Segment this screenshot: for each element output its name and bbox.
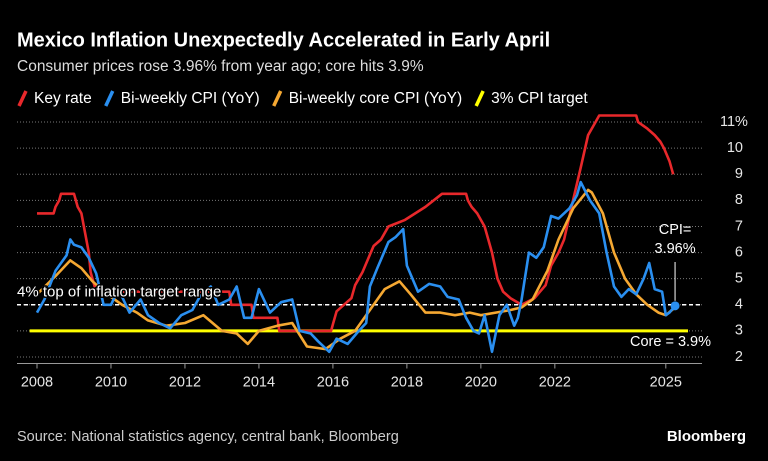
source: Source: National statistics agency, cent… xyxy=(17,429,399,445)
y-tick-label: 2 xyxy=(735,349,743,365)
series-line xyxy=(37,114,675,333)
y-tick-label: 9 xyxy=(735,166,743,182)
annotation: Core = 3.9% xyxy=(630,334,711,350)
y-tick-label: 5 xyxy=(735,270,743,286)
legend-swatch xyxy=(17,90,28,107)
legend-swatch xyxy=(474,90,485,107)
legend-swatch xyxy=(104,90,115,107)
y-tick-label: 8 xyxy=(735,192,743,208)
y-tick-label: 7 xyxy=(735,218,743,234)
y-tick-label: 11% xyxy=(720,114,748,130)
x-tick-label: 2020 xyxy=(465,374,497,390)
y-tick-label: 6 xyxy=(735,244,743,260)
series-line xyxy=(36,188,676,351)
x-tick-label: 2008 xyxy=(21,374,53,390)
reference-label: 4% top of inflation target range xyxy=(17,284,221,301)
y-tick-label: 4 xyxy=(735,297,743,313)
x-tick-label: 2014 xyxy=(243,374,275,390)
legend-label: Bi-weekly core CPI (YoY) xyxy=(289,90,462,107)
legend-label: 3% CPI target xyxy=(491,90,588,107)
x-tick-label: 2018 xyxy=(391,374,423,390)
y-tick-label: 10 xyxy=(727,140,743,156)
chart-subtitle: Consumer prices rose 3.96% from year ago… xyxy=(17,58,424,75)
brand: Bloomberg xyxy=(667,428,746,445)
legend-label: Bi-weekly CPI (YoY) xyxy=(121,90,260,107)
legend-swatch xyxy=(272,90,283,107)
legend-label: Key rate xyxy=(34,90,92,107)
series-line xyxy=(35,180,677,354)
x-tick-label: 2022 xyxy=(539,374,571,390)
end-point xyxy=(670,301,680,311)
legend: Key rate Bi-weekly CPI (YoY) Bi-weekly cor… xyxy=(17,90,588,107)
x-tick-label: 2010 xyxy=(95,374,127,390)
annotation: 3.96% xyxy=(654,241,695,257)
x-tick-label: 2016 xyxy=(317,374,349,390)
x-tick-label: 2012 xyxy=(169,374,201,390)
chart-title: Mexico Inflation Unexpectedly Accelerate… xyxy=(17,29,550,51)
annotation: CPI= xyxy=(659,222,692,238)
y-tick-label: 3 xyxy=(735,323,743,339)
x-tick-label: 2025 xyxy=(650,374,682,390)
